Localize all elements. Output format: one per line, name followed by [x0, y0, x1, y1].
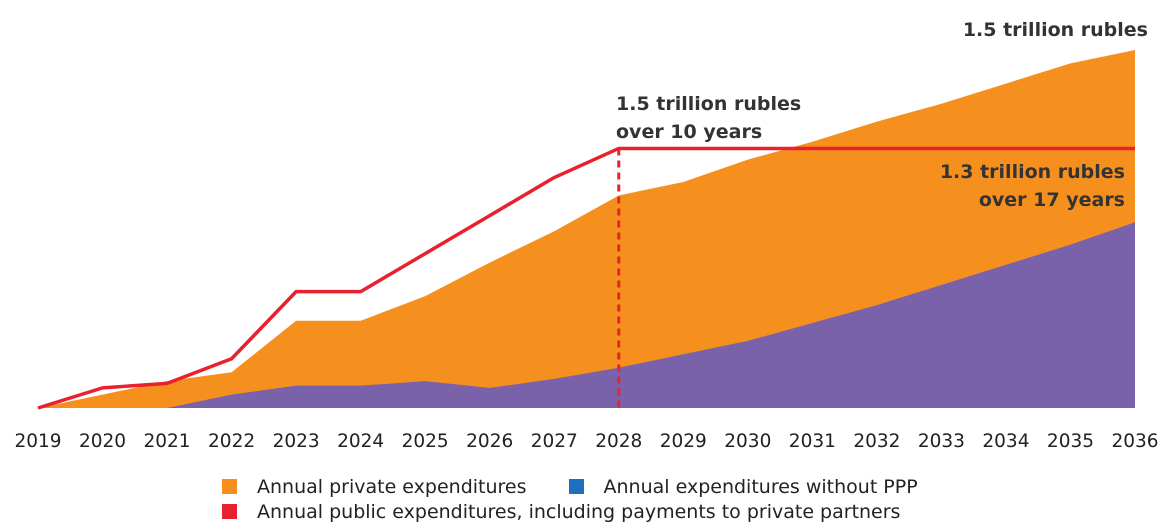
- x-tick-label: 2029: [660, 431, 707, 452]
- legend-label-private: Annual private expenditures: [257, 475, 527, 498]
- legend-row-2: Annual public expenditures, including pa…: [222, 499, 1122, 524]
- x-tick-label: 2032: [853, 431, 900, 452]
- area-without-ppp: [38, 222, 1135, 408]
- line-public-expenditures: [37, 146, 1135, 410]
- x-tick-label: 2034: [982, 431, 1029, 452]
- x-tick-label: 2023: [273, 431, 320, 452]
- x-tick-label: 2025: [402, 431, 449, 452]
- legend-item-without-ppp: Annual expenditures without PPP: [568, 475, 918, 498]
- legend-item-private: Annual private expenditures: [222, 476, 527, 498]
- chart: 2019 2020 2021 2022 2023 2024 2025 2026 2027 2028…: [14, 19, 1158, 452]
- x-tick-label: 2035: [1047, 431, 1094, 452]
- x-tick-label: 2021: [144, 431, 191, 452]
- annotation-public-10-years: 1.5 trillion rubles over 10 years: [616, 93, 801, 143]
- legend-label-public: Annual public expenditures, including pa…: [257, 500, 901, 523]
- legend-item-public: Annual public expenditures, including pa…: [222, 501, 900, 523]
- legend-swatch-public: [222, 504, 237, 519]
- x-tick-label: 2027: [531, 431, 578, 452]
- legend-swatch-private: [222, 479, 237, 494]
- legend-swatch-without-ppp: [568, 479, 584, 494]
- x-tick-label: 2022: [208, 431, 255, 452]
- legend-label-without-ppp: Annual expenditures without PPP: [603, 475, 918, 498]
- x-tick-label: 2036: [1111, 431, 1158, 452]
- x-tick-label: 2033: [918, 431, 965, 452]
- annotation-total-2036: 1.5 trillion rubles: [963, 19, 1148, 41]
- legend: Annual private expenditures Annual expen…: [222, 474, 1122, 524]
- x-tick-label: 2024: [337, 431, 384, 452]
- x-tick-label: 2031: [789, 431, 836, 452]
- x-tick-label: 2020: [79, 431, 126, 452]
- x-tick-label: 2030: [724, 431, 771, 452]
- x-tick-label: 2028: [595, 431, 642, 452]
- annotation-17-years: 1.3 trillion rubles over 17 years: [940, 161, 1125, 211]
- legend-row-1: Annual private expenditures Annual expen…: [222, 474, 1122, 499]
- x-tick-label: 2026: [466, 431, 513, 452]
- x-tick-label: 2019: [14, 431, 61, 452]
